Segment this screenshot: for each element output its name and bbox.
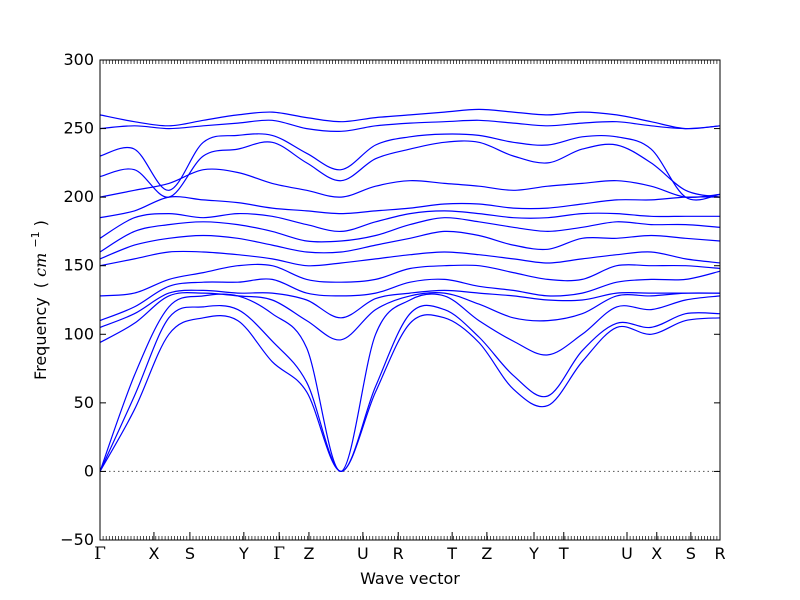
kpoint-label: Γ <box>273 544 285 564</box>
kpoint-label: X <box>148 544 159 563</box>
y-axis-unit-open: ( <box>31 282 50 288</box>
branch-line <box>99 196 721 219</box>
kpoint-label: X <box>651 544 662 563</box>
branch-line <box>99 217 721 253</box>
ytick-label: 100 <box>63 324 94 343</box>
branch-line <box>99 314 721 473</box>
ytick-label: 250 <box>63 119 94 138</box>
minor-ticks <box>99 60 721 540</box>
kpoint-label: Z <box>303 544 314 563</box>
ytick-label: 50 <box>74 393 94 412</box>
branch-line <box>99 291 721 344</box>
x-axis-label: Wave vector <box>360 569 460 588</box>
branch-line <box>99 250 721 267</box>
kpoint-label: U <box>357 544 369 563</box>
kpoint-label: R <box>393 544 404 563</box>
ytick-label: −50 <box>60 530 94 549</box>
kpoint-label: R <box>714 544 725 563</box>
branch-line <box>99 263 721 297</box>
kpoint-label: Y <box>528 544 539 563</box>
y-axis-unit: cm <box>31 253 50 277</box>
branch-line <box>99 304 721 473</box>
branch-line <box>99 293 721 473</box>
kpoint-label: S <box>185 544 195 563</box>
branch-line <box>99 140 721 198</box>
plot-frame <box>99 59 721 541</box>
branch-line <box>99 133 721 201</box>
phonon-branches <box>99 108 721 473</box>
y-axis-unit-exponent: −1 <box>29 231 42 247</box>
branch-line <box>99 289 720 328</box>
branch-line <box>99 108 721 130</box>
kpoint-label: Y <box>238 544 249 563</box>
y-ticks: −50 0 50 100 150 200 250 300 <box>60 50 720 549</box>
y-axis-label: Frequency ( cm −1 ) <box>24 220 50 380</box>
branch-line <box>99 270 721 322</box>
branch-line <box>99 168 721 199</box>
y-axis-unit-close: ) <box>31 220 50 226</box>
branch-line <box>99 119 721 133</box>
branch-line <box>99 210 720 239</box>
branch-line <box>99 230 721 260</box>
kpoint-label: Γ <box>94 544 106 564</box>
ytick-label: 200 <box>63 187 94 206</box>
kpoint-label: U <box>621 544 633 563</box>
y-axis-label-text: Frequency <box>31 297 50 380</box>
ytick-label: 300 <box>63 50 94 69</box>
kpoint-label: T <box>446 544 457 563</box>
ytick-label: 150 <box>63 256 94 275</box>
kpoint-label: T <box>558 544 569 563</box>
kpoint-label: S <box>686 544 696 563</box>
kpoint-label: Z <box>481 544 492 563</box>
ytick-label: 0 <box>84 461 94 480</box>
